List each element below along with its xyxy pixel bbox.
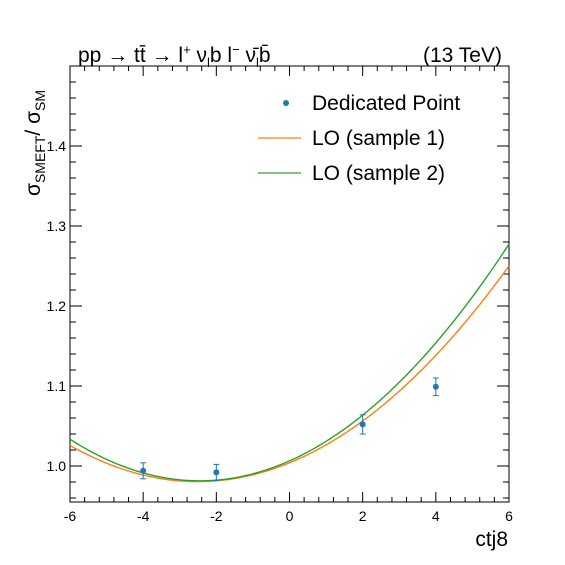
data-points xyxy=(140,377,439,481)
x-ticks: -6 -4 -2 0 2 4 6 xyxy=(64,66,513,524)
data-point xyxy=(140,467,147,474)
data-point xyxy=(432,383,439,390)
x-tick-label: 6 xyxy=(505,508,513,524)
x-tick-label: 2 xyxy=(359,508,367,524)
y-ticks: 1.0 1.1 1.2 1.3 1.4 xyxy=(47,81,509,499)
y-tick-label: 1.0 xyxy=(47,458,67,474)
curve-lo-sample-1 xyxy=(69,265,510,483)
x-axis-title: ctj8 xyxy=(475,528,508,551)
legend-label-dedicated-point: Dedicated Point xyxy=(312,92,460,115)
legend-label-lo-sample-2: LO (sample 2) xyxy=(312,162,445,185)
y-tick-label: 1.1 xyxy=(47,378,67,394)
y-tick-label: 1.3 xyxy=(47,218,67,234)
data-point xyxy=(213,469,220,476)
energy-label: (13 TeV) xyxy=(423,44,502,67)
y-axis-title: σSMEFT/ σSM xyxy=(22,90,48,196)
x-tick-label: -4 xyxy=(137,508,150,524)
fit-curves xyxy=(69,243,510,483)
x-tick-label: -2 xyxy=(210,508,223,524)
chart-header: pp → tt̄ → l+ νlb l− ν̄lb̄ (13 TeV) xyxy=(78,42,502,70)
legend-label-lo-sample-1: LO (sample 1) xyxy=(312,127,445,150)
curve-lo-sample-2 xyxy=(69,243,510,482)
legend-marker-dedicated-point xyxy=(283,100,289,106)
y-tick-label: 1.4 xyxy=(47,138,67,154)
x-tick-label: 4 xyxy=(432,508,440,524)
process-label: pp → tt̄ → l+ νlb l− ν̄lb̄ xyxy=(78,42,271,70)
x-tick-label: 0 xyxy=(286,508,294,524)
y-tick-label: 1.2 xyxy=(47,298,67,314)
legend: Dedicated Point LO (sample 1) LO (sample… xyxy=(258,92,460,185)
data-point xyxy=(359,421,366,428)
x-tick-label: -6 xyxy=(64,508,77,524)
